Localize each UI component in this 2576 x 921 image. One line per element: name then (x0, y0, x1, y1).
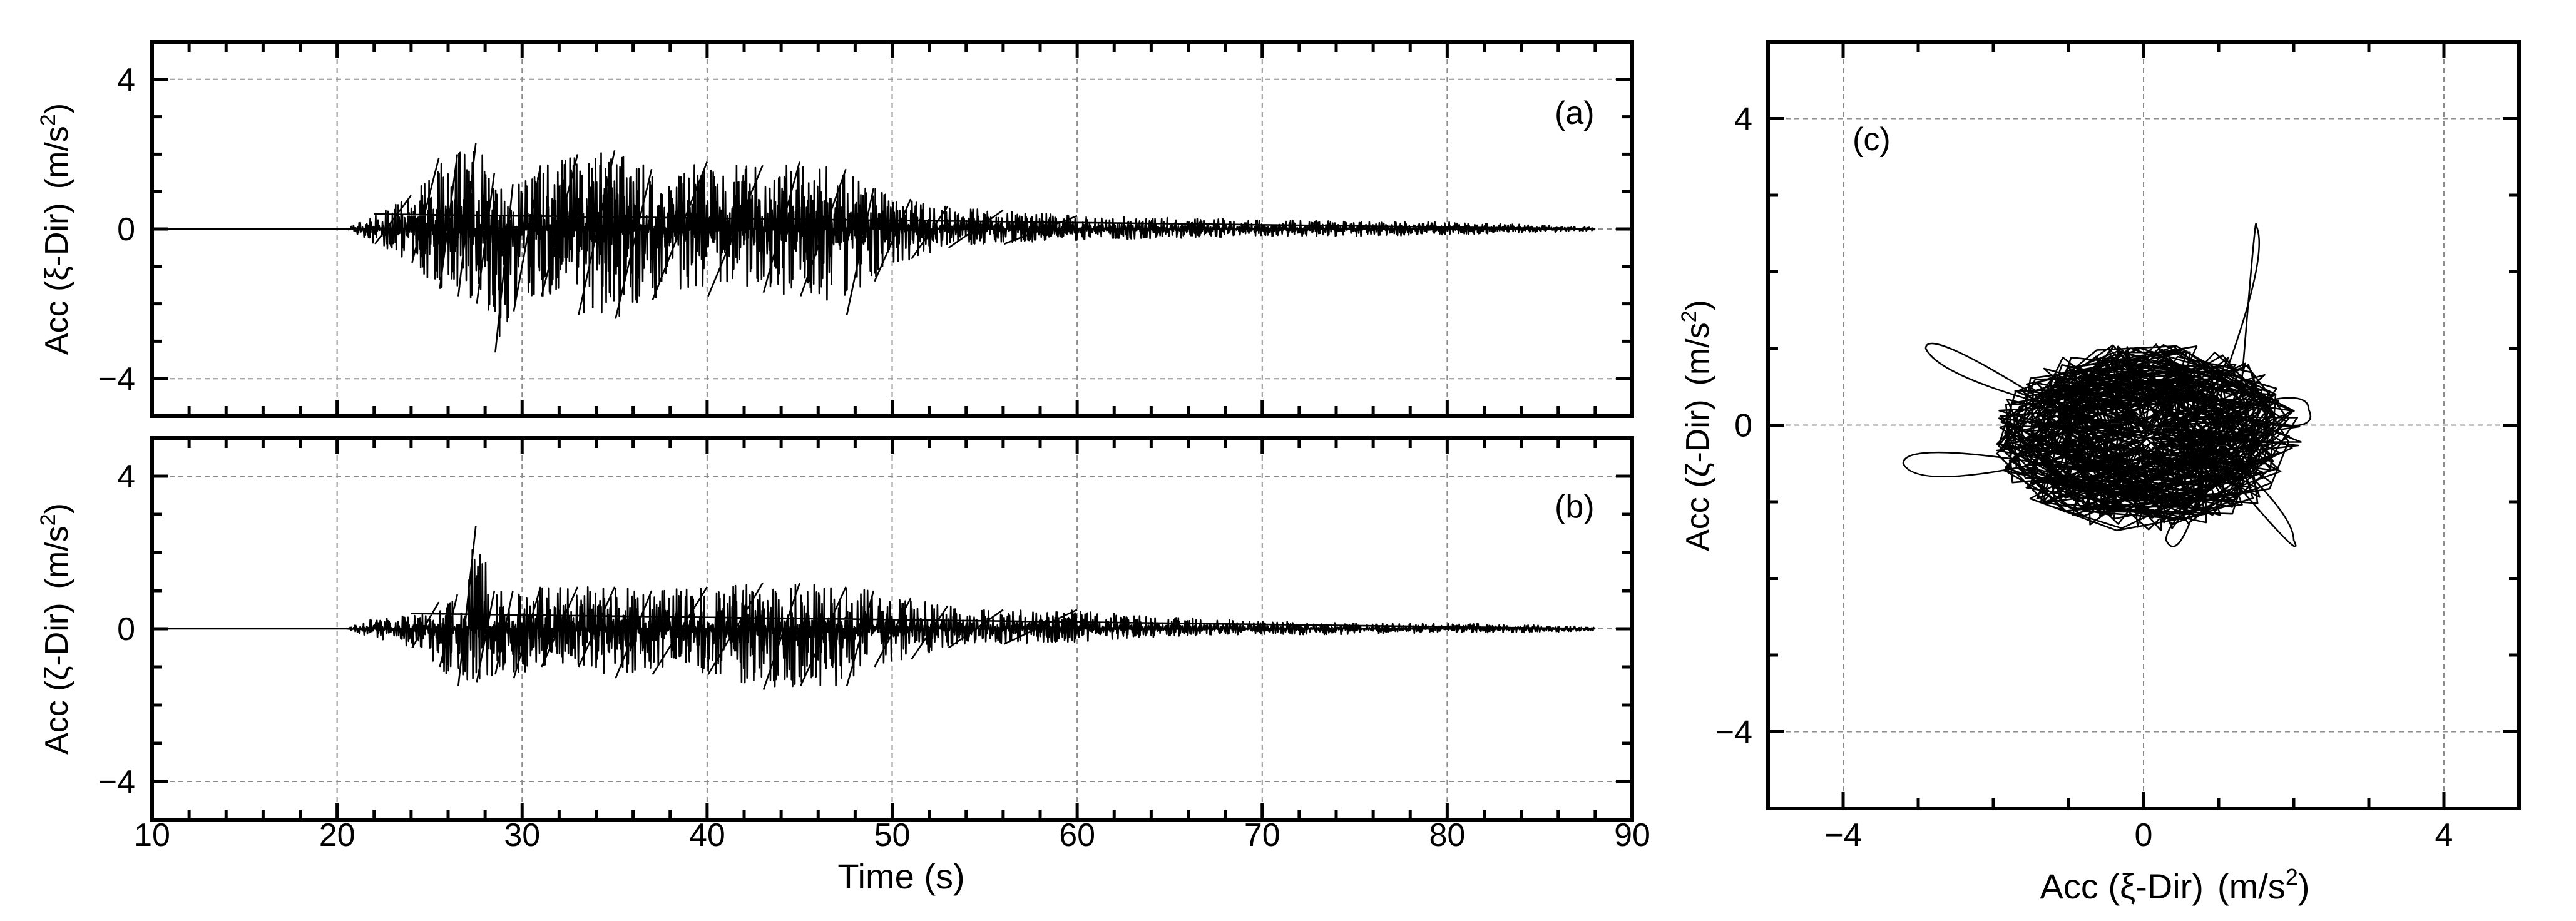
panel-c-orbit (1902, 223, 2312, 547)
panel-c-ylabel-unit: (m/s (1680, 322, 1716, 385)
panel-b-series (151, 526, 1596, 691)
panel-b-ytick-label: −4 (98, 764, 135, 800)
panel-a-ylabel-sup: 2 (36, 114, 60, 126)
panel-c-xtick-label: −4 (1824, 817, 1861, 853)
panel-a-ylabel-close: ) (39, 103, 75, 114)
panel-c-xlabel-main: Acc (ξ-Dir) (2040, 867, 2203, 906)
panel-a-ylabel: Acc (ξ-Dir) (m/s2) (36, 103, 75, 355)
panel-b-ytick-label: 4 (117, 459, 135, 495)
panel-c-label: (c) (1853, 121, 1891, 158)
panel-b-ylabel: Acc (ζ-Dir) (m/s2) (36, 503, 75, 755)
panel-b-ylabel-close: ) (39, 503, 75, 514)
panel-b-xtick-label: 70 (1244, 817, 1280, 853)
panel-b-xtick-label: 80 (1429, 817, 1465, 853)
panel-a-frame (150, 40, 1634, 418)
panel-b-xlabel: Time (s) (837, 857, 964, 896)
panel-a-ytick-label: 4 (117, 62, 135, 98)
panel-c-xtick-label: 0 (2135, 817, 2153, 853)
panel-b-xtick-label: 60 (1059, 817, 1095, 853)
panel-c-xlabel-unit: (m/s (2217, 867, 2286, 906)
panel-c-ylabel: Acc (ζ-Dir) (m/s2) (1677, 300, 1716, 551)
panel-b-ytick-labels: 4 0 −4 (98, 459, 135, 800)
panel-c-ytick-label: 0 (1734, 408, 1752, 444)
panel-c-xtick-label: 4 (2435, 817, 2453, 853)
panel-b-frame (150, 436, 1634, 822)
panel-b-xtick-label: 10 (134, 817, 170, 853)
panel-a: 4 0 −4 (a) Acc (ξ-Dir) (m/s2) (36, 40, 1634, 418)
panel-b-ytick-label: 0 (117, 611, 135, 648)
panel-c-ylabel-main: Acc (ζ-Dir) (1680, 399, 1716, 551)
panel-a-ytick-label: 0 (117, 211, 135, 248)
panel-c: 40−4 −4 0 4 (c) Acc (ζ-Dir)(m/s2) Acc (ξ-D… (1677, 40, 2521, 906)
panel-b-ylabel-sup: 2 (36, 514, 60, 526)
panel-b-xtick-label: 20 (319, 817, 355, 853)
panel-c-xlabel-close: ) (2298, 867, 2310, 906)
panel-b-xtick-labels: 10 20 30 40 50 60 70 80 90 (134, 817, 1650, 853)
panel-b-ylabel-unit: (m/s (39, 526, 75, 589)
panel-c-xlabel-sup: 2 (2286, 864, 2298, 890)
panel-b-xtick-label: 30 (504, 817, 540, 853)
panel-c-ytick-label: −4 (1715, 715, 1752, 751)
panel-b-xtick-label: 40 (689, 817, 725, 853)
panel-b: 40−4 10 20 30 40 50 60 70 80 90 (b) Acc (ζ-Dir)(… (36, 436, 1650, 896)
panel-c-ylabel-sup: 2 (1677, 310, 1701, 322)
panel-b-xtick-label: 50 (874, 817, 911, 853)
panel-c-frame (1766, 40, 2521, 810)
panel-b-label: (b) (1555, 489, 1595, 525)
panel-a-ytick-labels: 4 0 −4 (98, 62, 135, 397)
panel-a-ylabel-unit: (m/s (39, 126, 75, 189)
panel-c-xlabel: Acc (ξ-Dir) (m/s2) (2040, 864, 2309, 906)
panel-c-ytick-label: 4 (1734, 101, 1752, 138)
panel-b-ylabel-main: Acc (ζ-Dir) (39, 603, 75, 754)
panel-c-xtick-labels: −4 0 4 (1824, 817, 2453, 853)
panel-a-ylabel-main: Acc (ξ-Dir) (39, 203, 75, 355)
panel-c-ylabel-close: ) (1680, 300, 1716, 310)
panel-b-xtick-label: 90 (1614, 817, 1650, 853)
panel-c-grid (1768, 42, 2519, 808)
panel-a-ytick-label: −4 (98, 361, 135, 397)
panel-a-series (151, 143, 1596, 353)
panel-c-ytick-labels: 4 0 −4 (1715, 101, 1752, 751)
panel-a-label: (a) (1555, 95, 1595, 131)
